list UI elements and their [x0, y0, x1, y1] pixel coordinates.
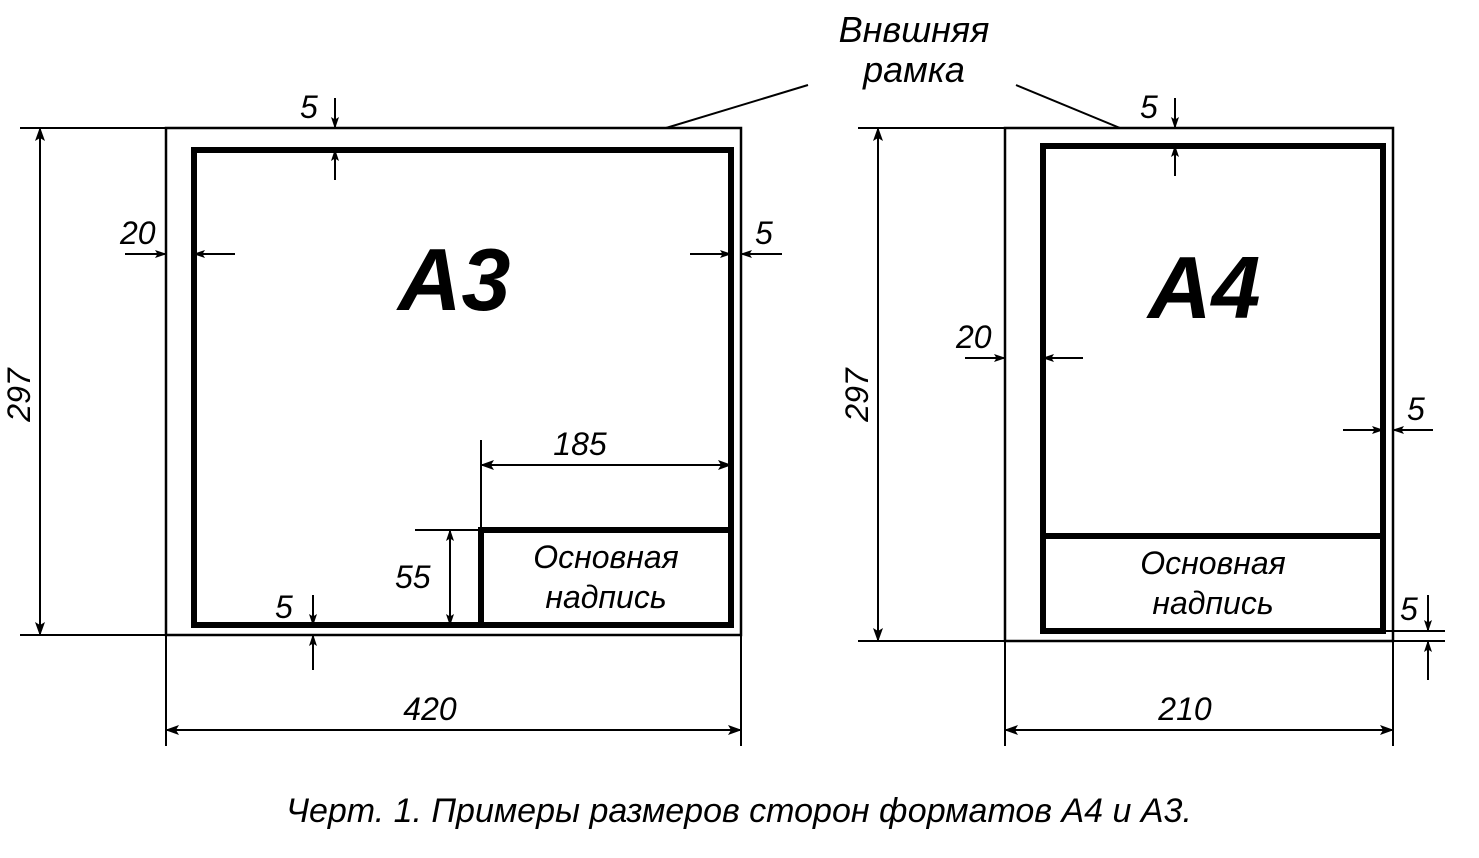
a3-dim-left-label: 20 [119, 215, 156, 251]
a4-title-block-line1: Основная [1140, 545, 1286, 581]
a3-dim-tbw-label: 185 [553, 426, 607, 462]
a4-dim-height-label: 297 [839, 367, 875, 423]
a3-label: А3 [396, 230, 511, 329]
a3-dim-top-label: 5 [300, 89, 318, 125]
a3-dim-bottom-label: 5 [275, 589, 293, 625]
a3-dim-height-label: 297 [1, 367, 37, 423]
a4-label: А4 [1146, 238, 1261, 337]
a3-dim-width-label: 420 [403, 691, 457, 727]
a3-dim-tbh-label: 55 [395, 559, 431, 595]
a3-title-block-line2: надпись [545, 579, 666, 615]
a4-dim-top-label: 5 [1140, 89, 1158, 125]
leader-to-a4 [1016, 85, 1120, 128]
a4-dim-left-label: 20 [955, 319, 992, 355]
callout-line2: рамка [862, 49, 965, 90]
a4-dim-right-label: 5 [1407, 391, 1425, 427]
a4-dim-width-label: 210 [1157, 691, 1212, 727]
a3-title-block-line1: Основная [533, 539, 679, 575]
caption: Черт. 1. Примеры размеров сторон формато… [286, 792, 1192, 830]
a4-title-block-line2: надпись [1152, 585, 1273, 621]
a4-dim-bottom-label: 5 [1400, 591, 1418, 627]
diagram-svg: Внвшняя рамка Основная надпись А3 297 42… [0, 0, 1479, 858]
leader-to-a3 [666, 85, 808, 128]
a3-dim-right-label: 5 [755, 215, 773, 251]
callout-line1: Внвшняя [839, 9, 990, 50]
